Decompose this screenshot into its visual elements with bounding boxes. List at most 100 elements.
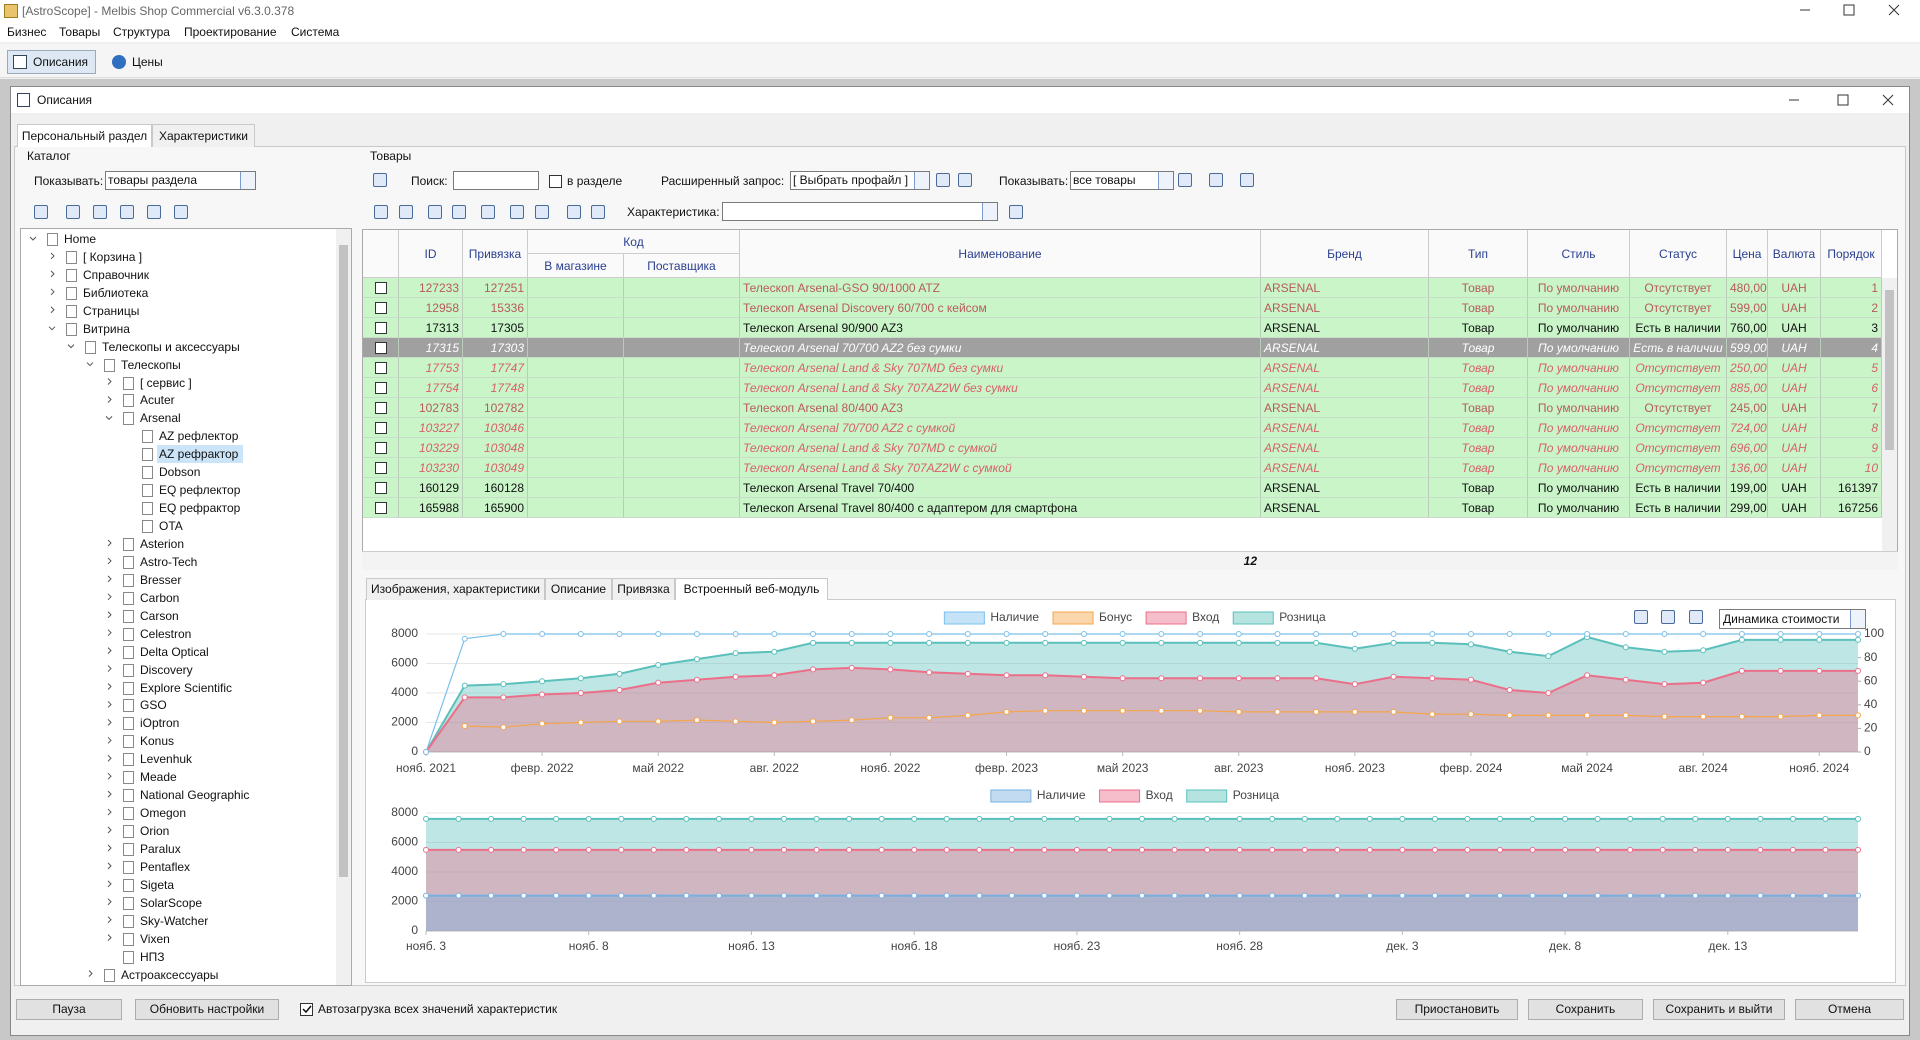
table-cell[interactable]: 127233 [399,278,463,298]
table-cell[interactable]: UAH [1768,338,1821,358]
tool-icon[interactable] [1178,173,1192,187]
tree-item[interactable]: Home [64,232,97,246]
table-cell[interactable]: Телескоп Arsenal Land & Sky 707AZ2W с су… [740,458,1261,478]
tool-icon[interactable] [452,205,466,219]
dialog-tab[interactable]: Персональный раздел [17,124,152,147]
table-cell[interactable]: ARSENAL [1261,378,1429,398]
tool-icon[interactable] [481,205,495,219]
tree-item[interactable]: EQ рефрактор [159,501,241,516]
table-cell[interactable]: Товар [1429,338,1528,358]
tree-item[interactable]: Explore Scientific [140,680,233,695]
tree-item[interactable]: Celestron [140,626,192,641]
table-cell[interactable]: ARSENAL [1261,398,1429,418]
table-cell[interactable]: 17753 [399,358,463,378]
combo[interactable]: [ Выбрать профайл ] [790,171,930,190]
row-checkbox[interactable] [375,482,387,494]
tool-icon[interactable] [428,205,442,219]
table-cell[interactable]: 15336 [463,298,528,318]
column-header[interactable]: Привязка [463,230,528,278]
tree-item[interactable]: Телескопы и аксессуары [102,339,240,354]
tree-item[interactable]: AZ рефлектор [159,429,239,444]
table-cell[interactable]: ARSENAL [1261,358,1429,378]
row-checkbox[interactable] [375,402,387,414]
table-cell[interactable]: Отсутствует [1630,358,1727,378]
tree-item[interactable]: Arsenal [140,411,181,426]
tool-icon[interactable] [399,205,413,219]
table-cell[interactable]: 6 [1821,378,1882,398]
table-cell[interactable]: 165900 [463,498,528,518]
tree-item[interactable]: Konus [140,734,175,749]
table-cell[interactable]: 103230 [399,458,463,478]
table-cell[interactable]: UAH [1768,298,1821,318]
table-cell[interactable]: Отсутствует [1630,458,1727,478]
table-cell[interactable]: Товар [1429,498,1528,518]
tree-item[interactable]: Astro-Tech [140,554,198,569]
legend-item[interactable]: Розница [1186,788,1280,803]
tool-icon[interactable] [1009,205,1023,219]
table-cell[interactable]: UAH [1768,318,1821,338]
table-cell[interactable]: 480,00 [1727,278,1768,298]
table-cell[interactable]: 4 [1821,338,1882,358]
table-cell[interactable]: Телескоп Arsenal Land & Sky 707AZ2W без … [740,378,1261,398]
row-checkbox[interactable] [375,362,387,374]
legend-item[interactable]: Вход [1099,788,1173,803]
table-cell[interactable]: 160129 [399,478,463,498]
tree-item[interactable]: iOptron [140,716,180,731]
table-cell[interactable]: Отсутствует [1630,378,1727,398]
tool-icon[interactable] [936,173,950,187]
table-cell[interactable]: UAH [1768,478,1821,498]
table-cell[interactable]: 299,00 [1727,498,1768,518]
table-cell[interactable]: 7 [1821,398,1882,418]
detail-tab[interactable]: Изображения, характеристики [366,578,545,600]
checkbox[interactable] [300,1003,313,1016]
table-cell[interactable]: ARSENAL [1261,298,1429,318]
tree-item[interactable]: Carson [140,608,179,623]
table-cell[interactable]: UAH [1768,498,1821,518]
button[interactable]: Приостановить [1396,999,1518,1020]
search-input[interactable] [453,171,539,190]
tree-item[interactable]: Астроаксессуары [121,967,219,982]
row-checkbox[interactable] [375,302,387,314]
combo[interactable]: товары раздела [105,171,256,190]
table-cell[interactable]: 3 [1821,318,1882,338]
table-cell[interactable]: По умолчанию [1528,318,1630,338]
table-cell[interactable]: 696,00 [1727,438,1768,458]
table-cell[interactable]: ARSENAL [1261,478,1429,498]
row-checkbox[interactable] [375,442,387,454]
table-cell[interactable]: Есть в наличии [1630,338,1727,358]
combo-button[interactable] [1850,610,1865,628]
table-cell[interactable]: Товар [1429,318,1528,338]
row-checkbox[interactable] [375,422,387,434]
table-cell[interactable]: ARSENAL [1261,278,1429,298]
table-cell[interactable]: Телескоп Arsenal 90/900 AZ3 [740,318,1261,338]
table-cell[interactable]: 165988 [399,498,463,518]
table-cell[interactable]: 199,00 [1727,478,1768,498]
tree-item[interactable]: Библиотека [83,285,149,300]
tree-item[interactable]: SolarScope [140,895,203,910]
tool-icon[interactable] [373,173,387,187]
column-header[interactable]: ID [399,230,463,278]
column-header[interactable]: В магазине [528,254,624,278]
button[interactable]: Сохранить [1528,999,1643,1020]
column-header[interactable]: Порядок [1821,230,1882,278]
tree-item[interactable]: Sky-Watcher [140,913,209,928]
column-header[interactable]: Бренд [1261,230,1429,278]
button[interactable]: Пауза [16,999,122,1020]
table-cell[interactable]: Товар [1429,298,1528,318]
table-cell[interactable]: По умолчанию [1528,278,1630,298]
combo-button[interactable] [1158,172,1173,189]
legend-item[interactable]: Наличие [990,788,1086,803]
table-cell[interactable]: ARSENAL [1261,438,1429,458]
table-cell[interactable]: 17748 [463,378,528,398]
table-cell[interactable]: Телескоп Arsenal 70/700 AZ2 без сумки [740,338,1261,358]
table-cell[interactable]: По умолчанию [1528,478,1630,498]
tool-icon[interactable] [120,205,134,219]
detail-tab[interactable]: Встроенный веб-модуль [675,578,828,600]
menu-item[interactable]: Система [291,25,340,39]
table-cell[interactable]: 103048 [463,438,528,458]
row-checkbox[interactable] [375,502,387,514]
button[interactable]: Обновить настройки [135,999,279,1020]
table-cell[interactable]: По умолчанию [1528,378,1630,398]
combo-button[interactable] [914,172,929,189]
tree-item[interactable]: EQ рефлектор [159,483,241,498]
